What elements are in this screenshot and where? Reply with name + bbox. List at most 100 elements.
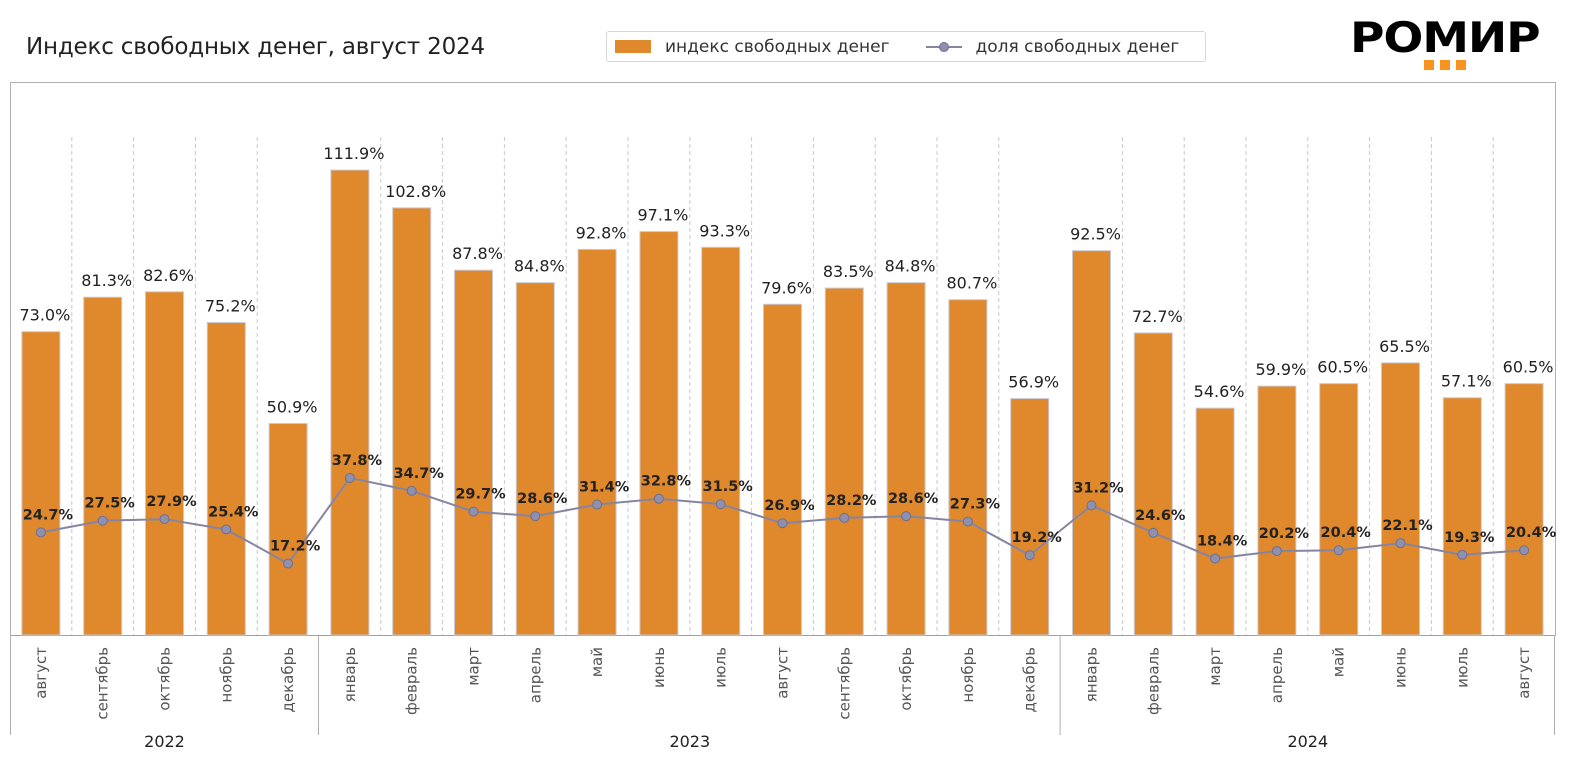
bar-value-label: 84.8%	[514, 257, 565, 276]
bar-value-label: 59.9%	[1255, 360, 1306, 379]
line-marker	[159, 514, 170, 525]
x-tick-label: октябрь	[897, 647, 915, 711]
x-tick-label: январь	[341, 647, 359, 702]
logo-square-icon	[1424, 60, 1434, 70]
line-marker	[592, 499, 603, 510]
line-marker	[1457, 549, 1468, 560]
bar	[948, 299, 988, 636]
line-value-label: 28.2%	[826, 493, 877, 509]
x-tick-label: август	[774, 647, 792, 699]
line-marker	[1333, 545, 1344, 556]
bar-value-label: 111.9%	[323, 144, 384, 163]
bar-value-label: 102.8%	[385, 182, 446, 201]
x-tick-label: февраль	[403, 647, 421, 715]
bar-value-label: 93.3%	[699, 221, 750, 240]
x-tick-label: декабрь	[1021, 647, 1039, 712]
line-marker	[653, 493, 664, 504]
year-group-label: 2024	[1287, 732, 1328, 751]
line-marker	[1395, 538, 1406, 549]
line-value-label: 27.3%	[950, 497, 1001, 513]
line-value-label: 28.6%	[888, 491, 939, 507]
line-marker	[283, 558, 294, 569]
line-value-label: 31.5%	[703, 479, 754, 495]
line-marker	[468, 506, 479, 517]
line-value-label: 34.7%	[394, 466, 445, 482]
bar	[1072, 250, 1111, 636]
x-tick-label: март	[1206, 647, 1224, 686]
legend-bar-swatch	[615, 40, 651, 53]
legend-bar-label: индекс свободных денег	[665, 36, 890, 57]
bar-value-label: 57.1%	[1441, 372, 1492, 391]
line-marker	[1210, 553, 1221, 564]
line-marker	[530, 511, 541, 522]
x-tick-label: июль	[1453, 647, 1471, 688]
line-value-label: 26.9%	[764, 498, 815, 514]
bar-value-label: 92.5%	[1070, 225, 1121, 244]
bar-value-label: 79.6%	[761, 278, 812, 297]
bar-value-label: 56.9%	[1008, 373, 1059, 392]
bar-value-label: 60.5%	[1503, 358, 1554, 377]
bar	[701, 246, 741, 636]
logo-text: РОМИР	[1350, 13, 1541, 62]
chart-title: Индекс свободных денег, август 2024	[26, 34, 485, 60]
x-tick-label: июль	[712, 647, 730, 688]
line-value-label: 24.6%	[1135, 508, 1186, 524]
bar	[763, 303, 802, 636]
bar	[639, 231, 679, 636]
bar	[330, 169, 370, 636]
x-tick-label: май	[588, 647, 606, 677]
line-value-label: 27.9%	[146, 494, 197, 510]
bar	[515, 282, 555, 636]
line-marker	[1271, 546, 1282, 557]
x-tick-label: январь	[1083, 647, 1101, 702]
bar-value-label: 87.8%	[452, 244, 503, 263]
x-tick-label: март	[465, 647, 483, 686]
x-tick-label: октябрь	[156, 647, 174, 711]
bar-value-label: 50.9%	[267, 398, 318, 417]
line-value-label: 20.2%	[1259, 526, 1310, 542]
bar-value-label: 65.5%	[1379, 337, 1430, 356]
line-marker	[1024, 550, 1035, 561]
legend-line-marker-icon	[925, 40, 962, 53]
legend: индекс свободных денег доля свободных де…	[606, 31, 1206, 62]
line-marker	[1148, 527, 1159, 538]
bar	[1257, 385, 1297, 636]
line-value-label: 22.1%	[1382, 518, 1433, 534]
bar	[1319, 383, 1359, 636]
line-marker	[962, 516, 973, 527]
x-tick-label: сентябрь	[94, 647, 112, 720]
bar	[145, 291, 184, 636]
line-value-label: 28.6%	[517, 491, 568, 507]
romir-logo: РОМИР	[1350, 14, 1541, 74]
line-marker	[344, 472, 355, 483]
bar	[83, 296, 123, 636]
bar-value-label: 75.2%	[205, 297, 256, 316]
line-marker	[35, 527, 46, 538]
line-value-label: 31.2%	[1073, 480, 1124, 496]
x-tick-label: сентябрь	[835, 647, 853, 720]
logo-square-icon	[1440, 60, 1450, 70]
line-marker	[715, 499, 726, 510]
line-value-label: 17.2%	[270, 539, 321, 555]
bar-value-label: 73.0%	[19, 306, 70, 325]
x-tick-label: ноябрь	[959, 647, 977, 703]
bar-value-label: 84.8%	[885, 257, 936, 276]
bar-value-label: 97.1%	[637, 206, 688, 225]
logo-square-icon	[1456, 60, 1466, 70]
legend-line-label: доля свободных денег	[975, 36, 1180, 57]
bar	[1195, 407, 1235, 636]
line-marker	[97, 515, 108, 526]
line-value-label: 20.4%	[1506, 525, 1557, 541]
x-tick-label: август	[1515, 647, 1533, 699]
x-tick-label: июнь	[1392, 647, 1410, 688]
bar-value-label: 82.6%	[143, 266, 194, 285]
bar	[1381, 362, 1420, 636]
line-value-label: 32.8%	[641, 474, 692, 490]
bar-value-label: 72.7%	[1132, 307, 1183, 326]
line-value-label: 37.8%	[332, 453, 383, 469]
bar	[577, 248, 617, 636]
x-tick-label: февраль	[1144, 647, 1162, 715]
x-tick-label: апрель	[526, 647, 544, 703]
bar	[1010, 398, 1050, 636]
bar	[886, 282, 926, 636]
